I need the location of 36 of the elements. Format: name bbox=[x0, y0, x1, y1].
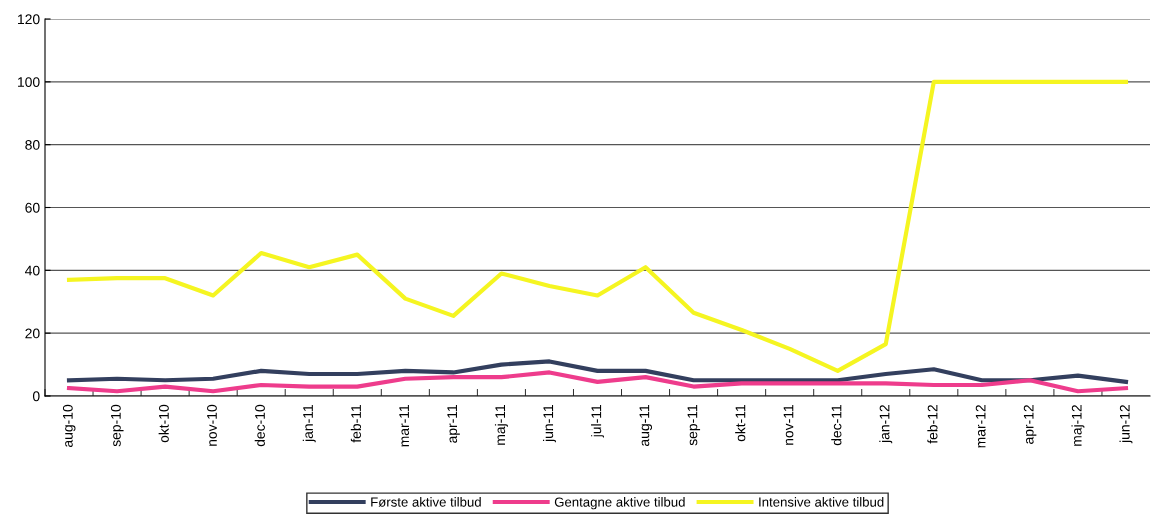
x-tick-label: jan-12 bbox=[879, 405, 893, 444]
x-tick-label: jun-11 bbox=[542, 405, 556, 443]
x-tick-label: maj-12 bbox=[1071, 405, 1085, 446]
y-tick-label: 80 bbox=[25, 140, 40, 150]
x-tick-label: sep-10 bbox=[110, 404, 124, 447]
x-tick-label: maj-11 bbox=[494, 405, 508, 445]
y-tick-label: 20 bbox=[25, 328, 40, 339]
line-series bbox=[66, 79, 1129, 373]
line-series bbox=[66, 370, 1129, 394]
x-tick-label: aug-11 bbox=[639, 405, 653, 446]
y-tick-label: 120 bbox=[18, 14, 40, 25]
y-tick-label: 40 bbox=[25, 265, 40, 276]
legend-label: Gentagne aktive tilbud bbox=[554, 497, 685, 510]
line-series bbox=[66, 359, 1129, 384]
x-tick-label: apr-12 bbox=[1023, 405, 1037, 444]
x-tick-label: jan-11 bbox=[302, 405, 316, 443]
x-tick-label: dec-11 bbox=[831, 405, 842, 446]
x-tick-label: apr-11 bbox=[447, 405, 460, 443]
x-tick-label: mar-11 bbox=[399, 405, 410, 447]
legend-label: Første aktive tilbud bbox=[371, 497, 481, 507]
x-tick-label: nov-10 bbox=[207, 404, 217, 446]
x-tick-label: nov-11 bbox=[783, 405, 794, 445]
x-tick-label: okt-10 bbox=[158, 404, 169, 443]
x-tick-label: mar-12 bbox=[975, 405, 986, 448]
x-tick-label: dec-10 bbox=[254, 404, 265, 447]
x-tick-label: jul-11 bbox=[591, 405, 604, 438]
x-tick-label: feb-12 bbox=[927, 405, 938, 444]
x-tick-label: feb-11 bbox=[350, 405, 362, 443]
x-tick-label: jun-12 bbox=[1119, 405, 1133, 444]
legend-label: Intensive aktive tilbud bbox=[759, 497, 884, 507]
x-tick-label: aug-10 bbox=[62, 404, 76, 447]
x-tick-label: sep-11 bbox=[687, 405, 701, 446]
y-tick-label: 60 bbox=[25, 202, 40, 213]
x-tick-label: okt-11 bbox=[735, 405, 746, 442]
y-tick-label: 0 bbox=[32, 391, 40, 402]
y-tick-label: 100 bbox=[18, 77, 40, 87]
